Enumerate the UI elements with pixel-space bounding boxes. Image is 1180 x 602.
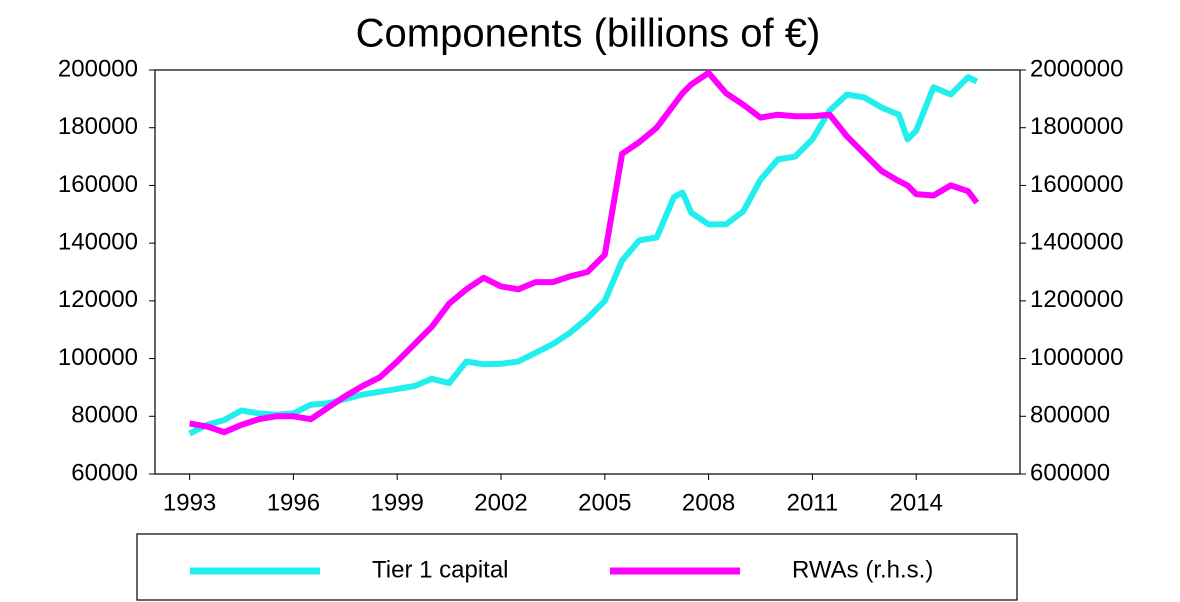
plot-frame (154, 69, 1021, 475)
y-tick-label: 160000 (58, 171, 138, 198)
x-tick-label: 2002 (474, 489, 527, 516)
legend-box (136, 533, 1018, 601)
series-line (189, 69, 980, 436)
y2-tick-label: 1400000 (1030, 228, 1123, 255)
x-tick-label: 2005 (578, 489, 631, 516)
y2-tick-label: 1200000 (1030, 286, 1123, 313)
chart-title: Components (billions of €) (356, 12, 821, 56)
y-tick-label: 120000 (58, 286, 138, 313)
legend-label: Tier 1 capital (372, 556, 509, 583)
x-tick-label: 2011 (787, 489, 839, 516)
series-line (188, 74, 979, 437)
x-tick-label: 1999 (371, 489, 424, 516)
y-tick-label: 180000 (58, 113, 138, 140)
x-tick-label: 1996 (267, 489, 320, 516)
y-tick-label: 100000 (58, 344, 138, 371)
y-tick-label: 140000 (58, 228, 138, 255)
y-tick-label: 60000 (71, 459, 138, 486)
y2-tick-label: 1000000 (1030, 344, 1123, 371)
y2-tick-label: 600000 (1030, 459, 1110, 486)
x-tick-label: 2008 (682, 489, 735, 516)
y2-tick-label: 2000000 (1030, 55, 1123, 82)
y-tick-label: 80000 (71, 402, 138, 429)
y2-tick-label: 1600000 (1030, 171, 1123, 198)
y-tick-label: 200000 (58, 55, 138, 82)
y2-tick-label: 800000 (1030, 402, 1110, 429)
x-tick-label: 2014 (890, 489, 943, 516)
x-tick-label: 1993 (163, 489, 216, 516)
y2-tick-label: 1800000 (1030, 113, 1123, 140)
legend-label: RWAs (r.h.s.) (792, 556, 933, 583)
